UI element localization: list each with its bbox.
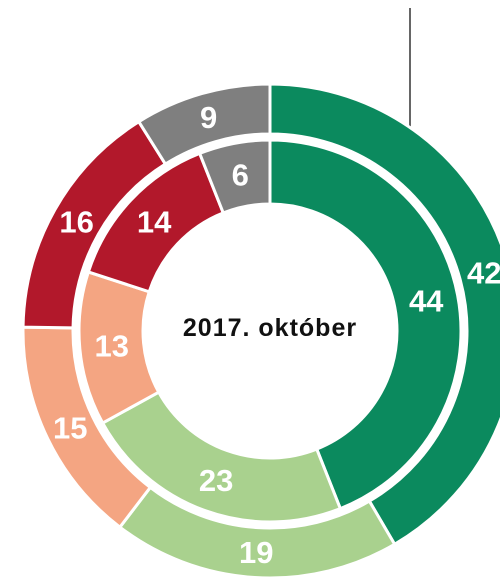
segment-label: 14 [137, 205, 172, 240]
segment-label: 16 [59, 204, 93, 239]
donut-segment [136, 82, 272, 167]
segment-label: 13 [94, 328, 128, 363]
segment-label: 23 [199, 463, 233, 498]
segment-label: 42 [467, 255, 500, 290]
segment-label: 6 [232, 157, 249, 192]
segment-label: 15 [53, 410, 87, 445]
rings: 42 19 15 16 9 44 23 13 14 6 [21, 82, 500, 579]
donut-segment [268, 82, 500, 547]
donut-segment [268, 138, 463, 511]
donut-segment [197, 138, 272, 215]
segment-label: 44 [409, 284, 444, 319]
center-label: 2017. október [183, 314, 357, 342]
segment-label: 19 [239, 535, 273, 570]
segment-label: 9 [200, 100, 217, 135]
